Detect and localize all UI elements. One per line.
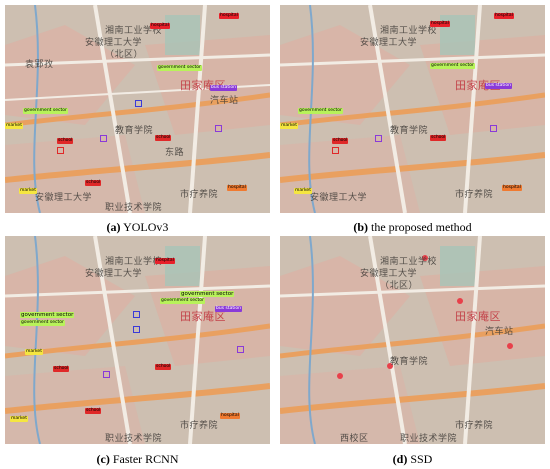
detection-label-market: market	[280, 123, 298, 129]
map-label: 东路	[165, 148, 185, 158]
map-label: 职业技术学院	[105, 203, 163, 213]
detection-label-bus: bus station	[210, 85, 237, 91]
map-label: 教育学院	[390, 126, 429, 136]
detection-label-school: school	[430, 135, 447, 141]
detection-label-government: government sector	[157, 65, 202, 71]
detection-label-hospital: hospital	[494, 13, 514, 19]
detection-label-government: government sector	[298, 108, 343, 114]
map-label: 汽车站	[485, 327, 514, 337]
detection-label-market: market	[294, 188, 312, 194]
panel-yolov3: 湘南工业学校 安徽理工大学 （北区） 袁郢孜 田家庵区 汽车站 教育学院 东路 …	[5, 5, 270, 213]
detection-box	[133, 311, 140, 318]
map-label: 湘南工业学校	[105, 257, 163, 267]
detection-box	[133, 326, 140, 333]
map-label: 市疗养院	[455, 190, 494, 200]
detection-label-hospital: hospital	[155, 258, 175, 264]
detection-box	[375, 135, 382, 142]
detection-box	[237, 346, 244, 353]
map-label: 田家庵区	[455, 310, 501, 323]
map-label: 田家庵区	[180, 310, 226, 323]
map-label: 教育学院	[390, 357, 429, 367]
detection-label-government: government sector	[20, 320, 65, 326]
ssd-markers	[337, 255, 513, 379]
caption-a: (a) YOLOv3	[106, 220, 169, 234]
map-label: 安徽理工大学	[360, 269, 418, 279]
map-background	[280, 236, 545, 444]
panel-faster-rcnn: 湘南工业学校 安徽理工大学 田家庵区 市疗养院 职业技术学院 hospital …	[5, 236, 270, 444]
map-label: 职业技术学院	[400, 434, 458, 444]
map-label: 教育学院	[115, 126, 154, 136]
detection-label-hospital: hospital	[220, 413, 240, 419]
map-label: 安徽理工大学	[85, 269, 143, 279]
detection-label-hospital: hospital	[227, 185, 247, 191]
map-background	[280, 5, 545, 213]
detection-box	[490, 125, 497, 132]
detection-label-school: school	[85, 408, 102, 414]
panel-ssd: 湘南工业学校 安徽理工大学 （北区） 田家庵区 汽车站 教育学院 市疗养院 西校…	[280, 236, 545, 444]
detection-label-hospital: hospital	[502, 185, 522, 191]
panel-proposed: 湘南工业学校 安徽理工大学 田家庵区 教育学院 市疗养院 安徽理工大学 hosp…	[280, 5, 545, 213]
detection-label-school: school	[57, 138, 74, 144]
detection-label-government: government sector	[180, 291, 235, 297]
detection-label-school: school	[53, 366, 70, 372]
detection-box	[57, 147, 64, 154]
map-background	[5, 5, 270, 213]
caption-d: (d) SSD	[392, 452, 433, 466]
detection-label-hospital: hospital	[430, 21, 450, 27]
detection-label-market: market	[25, 349, 43, 355]
map-label: （北区）	[380, 281, 419, 291]
map-label: 市疗养院	[455, 421, 494, 431]
detection-label-market: market	[10, 416, 28, 422]
map-label: 湘南工业学校	[380, 257, 438, 267]
map-label: 汽车站	[210, 96, 239, 106]
map-label: 安徽理工大学	[360, 38, 418, 48]
detection-label-school: school	[155, 135, 172, 141]
detection-label-hospital: hospital	[219, 13, 239, 19]
detection-label-bus: bus station	[215, 306, 242, 312]
map-label: 市疗养院	[180, 421, 219, 431]
detection-label-hospital: hospital	[150, 23, 170, 29]
detection-label-bus: bus station	[485, 83, 512, 89]
caption-c: (c) Faster RCNN	[96, 452, 179, 466]
caption-b: (b) the proposed method	[353, 220, 472, 234]
detection-label-school: school	[85, 180, 102, 186]
detection-label-government: government sector	[20, 312, 75, 318]
detection-label-government: government sector	[160, 298, 205, 304]
detection-box	[135, 100, 142, 107]
detection-label-school: school	[155, 364, 172, 370]
map-label: 安徽理工大学	[85, 38, 143, 48]
map-label: 市疗养院	[180, 190, 219, 200]
detection-box	[215, 125, 222, 132]
map-label: 西校区	[340, 434, 369, 444]
map-label: 湘南工业学校	[380, 26, 438, 36]
map-label: （北区）	[105, 50, 144, 60]
detection-label-market: market	[5, 123, 23, 129]
detection-box	[100, 135, 107, 142]
map-label: 安徽理工大学	[35, 193, 93, 203]
map-label: 职业技术学院	[105, 434, 163, 444]
map-label: 湘南工业学校	[105, 26, 163, 36]
map-label: 安徽理工大学	[310, 193, 368, 203]
detection-label-school: school	[332, 138, 349, 144]
detection-box	[332, 147, 339, 154]
map-label: 袁郢孜	[25, 60, 54, 70]
detection-box	[103, 371, 110, 378]
detection-label-government: government sector	[23, 108, 68, 114]
detection-label-market: market	[19, 188, 37, 194]
detection-label-government: government sector	[430, 63, 475, 69]
